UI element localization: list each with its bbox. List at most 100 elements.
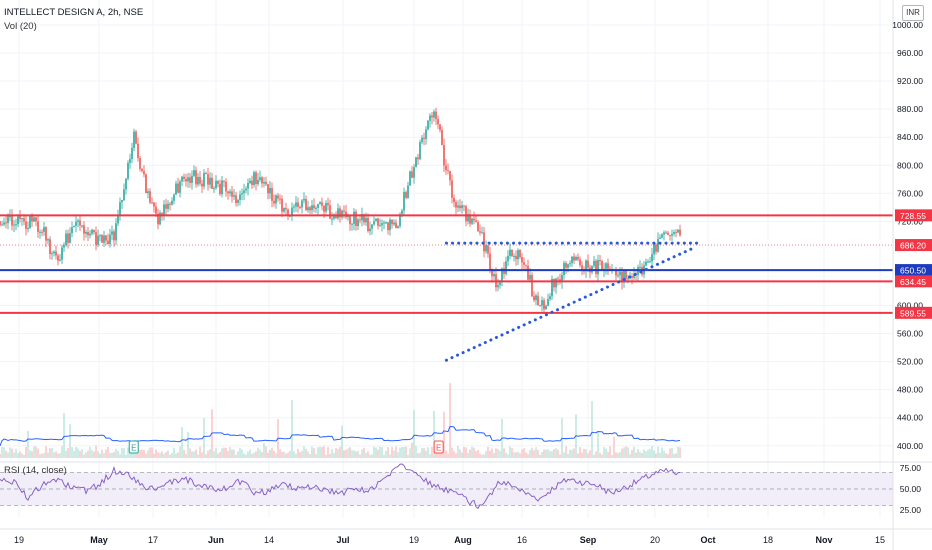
time-tick-label: 18 [763, 535, 773, 545]
candle-body [515, 255, 517, 260]
candle-body [163, 204, 165, 216]
candle-body [551, 278, 553, 297]
volume-bar [453, 451, 455, 458]
candle-body [277, 195, 279, 199]
candle-body [1, 224, 3, 226]
volume-bar [487, 446, 489, 458]
volume-bar [429, 454, 431, 458]
volume-bar [537, 450, 539, 458]
volume-bar [673, 453, 675, 458]
candle-body [121, 200, 123, 203]
volume-bar [459, 449, 461, 458]
candle-body [441, 129, 443, 146]
candle-body [271, 188, 273, 201]
volume-bar [247, 451, 249, 458]
volume-bar [43, 453, 45, 458]
volume-bar [23, 454, 25, 458]
volume-bar [545, 449, 547, 458]
candle-body [445, 165, 447, 171]
earnings-marker-label: E [131, 444, 136, 453]
volume-bar [53, 452, 55, 458]
candle-body [413, 167, 415, 178]
volume-bars [0, 383, 681, 458]
candle-body [247, 183, 249, 189]
volume-bar [229, 446, 231, 458]
volume-bar [11, 448, 13, 458]
candle-body [439, 124, 441, 130]
volume-bar [195, 449, 197, 458]
volume-bar [455, 453, 457, 458]
volume-bar [135, 451, 137, 458]
volume-bar [421, 447, 423, 458]
time-tick-label: Jul [336, 535, 349, 545]
candle-body [53, 251, 55, 254]
candle-body [39, 231, 41, 233]
symbol-legend[interactable]: INTELLECT DESIGN A, 2h, NSE [4, 7, 144, 18]
volume-bar [403, 447, 405, 458]
time-tick-label: 16 [517, 535, 527, 545]
candle-body [173, 194, 175, 201]
volume-bar [55, 451, 57, 458]
candle-body [501, 268, 503, 283]
candle-body [99, 235, 101, 237]
candle-body [569, 263, 571, 265]
volume-bar [445, 450, 447, 458]
volume-bar [667, 454, 669, 458]
volume-bar [525, 452, 527, 458]
volume-bar [569, 449, 571, 458]
volume-bar [433, 410, 435, 458]
volume-bar [385, 450, 387, 458]
candle-body [115, 223, 117, 241]
volume-bar [99, 453, 101, 458]
candle-body [531, 274, 533, 297]
volume-legend[interactable]: Vol (20) [4, 21, 37, 32]
volume-bar [383, 454, 385, 458]
candle-body [505, 261, 507, 274]
candle-body [463, 205, 465, 207]
volume-bar [175, 453, 177, 458]
candle-body [395, 222, 397, 228]
volume-bar [207, 450, 209, 458]
earnings-marker: E [128, 440, 139, 454]
volume-bar [129, 452, 131, 458]
candle-body [61, 247, 63, 260]
volume-bar [631, 449, 633, 458]
volume-bar [377, 449, 379, 458]
candle-body [283, 207, 285, 212]
volume-bar [9, 447, 11, 458]
time-tick-label: Sep [580, 535, 597, 545]
volume-bar [315, 453, 317, 458]
candle-body [449, 170, 451, 181]
time-tick-label: 19 [14, 535, 24, 545]
candle-body [65, 233, 67, 246]
candle-body [73, 225, 75, 228]
candle-body [303, 198, 305, 201]
candle-body [197, 176, 199, 185]
volume-bar [469, 449, 471, 458]
candle-body [59, 259, 61, 261]
candle-body [591, 265, 593, 273]
time-tick-label: 14 [264, 535, 274, 545]
volume-bar [145, 453, 147, 458]
price-tick-label: 800.00 [897, 160, 923, 170]
volume-bar [149, 447, 151, 458]
price-tick-label: 920.00 [897, 76, 923, 86]
candle-body [147, 191, 149, 194]
candle-body [323, 205, 325, 212]
candle-body [327, 203, 329, 206]
candle-body [599, 260, 601, 262]
volume-bar [353, 450, 355, 458]
candle-body [465, 206, 467, 222]
earnings-marker-label: E [436, 444, 441, 453]
volume-bar [551, 451, 553, 458]
volume-bar [285, 453, 287, 458]
currency-button[interactable]: INR [902, 5, 924, 21]
volume-bar [33, 446, 35, 458]
volume-bar [341, 425, 343, 458]
volume-bar [615, 452, 617, 458]
volume-bar [527, 454, 529, 458]
rsi-legend[interactable]: RSI (14, close) [4, 465, 67, 476]
candle-body [661, 234, 663, 238]
volume-bar [571, 449, 573, 458]
